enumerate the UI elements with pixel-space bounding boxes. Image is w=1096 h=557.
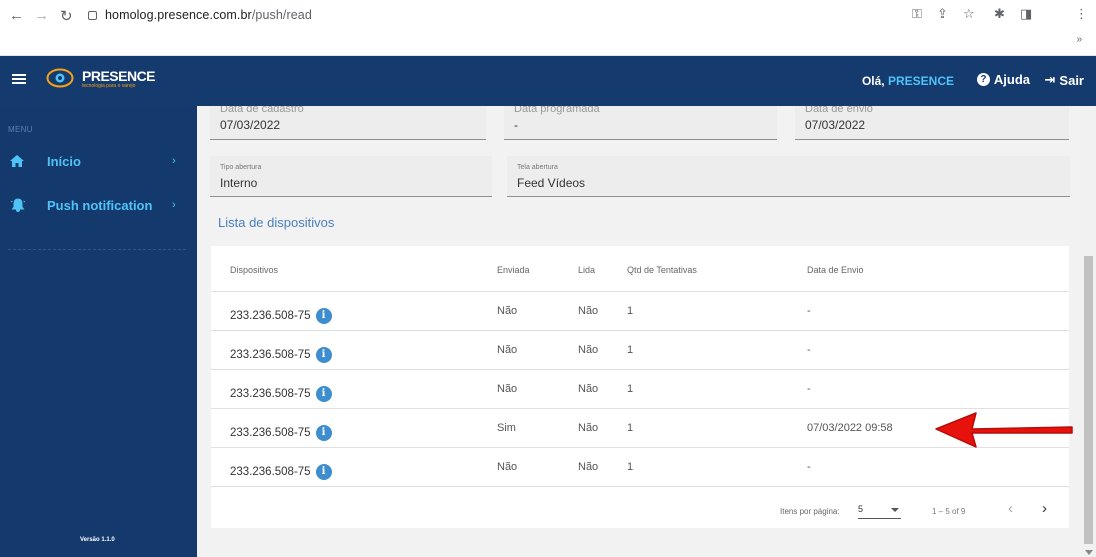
sent-status: Não [497,461,518,473]
device-id: 233.236.508-75 [230,427,311,439]
user-name: PRESENCE [887,74,954,88]
address-bar[interactable]: homolog.presence.com.br/push/read [84,4,984,26]
info-icon[interactable]: i [315,386,332,402]
column-header-lida: Lida [578,265,596,275]
attempts-count: 1 [627,422,634,434]
paginator: Itens por página: 5 1 – 5 of 9 ‹ › [211,490,1069,520]
read-status: Não [578,305,599,317]
send-date: 07/03/2022 09:58 [807,422,893,434]
table-row: 233.236.508-75 i Não Não 1 - [211,448,1069,487]
help-icon: ? [976,73,990,86]
info-icon[interactable]: i [315,425,332,441]
column-header-enviada: Enviada [497,265,530,275]
devices-table: Dispositivos Enviada Lida Qtd de Tentati… [211,246,1069,528]
send-date: - [807,305,811,317]
scrollbar-thumb[interactable] [1084,256,1093,544]
field-data-programada[interactable]: Data programada - [504,106,777,140]
sent-status: Não [497,305,518,317]
send-date: - [807,461,811,473]
main-content: Data de cadastro 07/03/2022 Data program… [197,106,1081,557]
sidebar-divider [8,249,186,250]
browser-toolbar: ← → ↻ homolog.presence.com.br/push/read … [0,0,1096,56]
lock-icon [88,10,97,20]
device-id: 233.236.508-75 [230,466,311,478]
help-button[interactable]: ? Ajuda [976,72,1030,87]
field-tela-abertura[interactable]: Tela abertura Feed Vídeos [507,156,1070,197]
items-per-page-select[interactable]: 5 [858,500,901,519]
read-status: Não [578,422,599,434]
browser-menu-icon[interactable]: ⋮ [1075,6,1088,21]
items-per-page-label: Itens por página: [780,507,840,516]
chevron-right-icon: › [172,199,176,211]
extensions-icon[interactable]: ✱ [994,6,1005,21]
field-tipo-abertura[interactable]: Tipo abertura Interno [210,156,492,197]
logo-text: PRESENCE [82,68,156,84]
version-label: Versão 1.1.0 [80,537,115,543]
info-icon[interactable]: i [315,464,332,480]
column-header-dispositivos: Dispositivos [230,265,279,275]
sidebar: MENU Início › Push notification › Versão… [0,106,197,557]
page-range: 1 – 5 of 9 [932,507,966,516]
hamburger-menu-icon[interactable] [12,74,26,84]
side-panel-icon[interactable]: ◨ [1020,6,1033,21]
scroll-down-icon[interactable] [1085,550,1093,555]
share-icon[interactable]: ⇪ [937,6,948,21]
sidebar-item-label: Início [47,153,81,169]
send-date: - [807,383,811,395]
sidebar-item-inicio[interactable]: Início › [0,146,197,176]
menu-label: MENU [8,125,33,134]
sent-status: Sim [497,422,516,434]
logo-subtitle: tecnologia para o varejo [82,83,136,89]
column-header-data-envio: Data de Envio [807,265,864,275]
table-row: 233.236.508-75 i Não Não 1 - [211,292,1069,331]
annotation-arrow-icon [935,412,1073,448]
field-data-envio[interactable]: Data de envio 07/03/2022 [795,106,1069,140]
attempts-count: 1 [627,383,634,395]
logout-button[interactable]: ⇥ Sair [1044,72,1084,88]
chevron-right-icon: › [172,155,176,167]
info-icon[interactable]: i [315,308,332,324]
sidebar-item-label: Push notification [47,197,153,213]
info-icon[interactable]: i [315,347,332,363]
read-status: Não [578,344,599,356]
field-data-cadastro[interactable]: Data de cadastro 07/03/2022 [210,106,486,140]
page-scrollbar[interactable] [1081,106,1096,557]
sent-status: Não [497,344,518,356]
table-header: Dispositivos Enviada Lida Qtd de Tentati… [211,246,1069,292]
attempts-count: 1 [627,344,634,356]
attempts-count: 1 [627,461,634,473]
next-page-button[interactable]: › [1042,500,1047,517]
presence-logo-icon [46,68,74,88]
table-row: 233.236.508-75 i Não Não 1 - [211,370,1069,409]
device-id: 233.236.508-75 [230,310,311,322]
read-status: Não [578,383,599,395]
star-icon[interactable]: ☆ [963,6,975,21]
sent-status: Não [497,383,518,395]
sidebar-item-push-notification[interactable]: Push notification › [0,190,197,220]
device-id: 233.236.508-75 [230,349,311,361]
read-status: Não [578,461,599,473]
app-header [0,56,1096,106]
send-date: - [807,344,811,356]
url-text: homolog.presence.com.br/push/read [105,8,312,22]
key-icon[interactable]: ⚿ [912,6,922,21]
table-row: 233.236.508-75 i Sim Não 1 07/03/2022 09:… [211,409,1069,448]
back-icon[interactable]: ← [9,7,24,24]
table-row: 233.236.508-75 i Não Não 1 - [211,331,1069,370]
dropdown-caret-icon [891,508,899,512]
column-header-tentativas: Qtd de Tentativas [627,265,697,275]
greeting: Olá, PRESENCE [861,74,954,88]
reload-icon[interactable]: ↻ [60,8,73,25]
bookmarks-overflow-icon[interactable]: » [1076,34,1082,45]
previous-page-button[interactable]: ‹ [1008,500,1013,517]
attempts-count: 1 [627,305,634,317]
bell-icon [10,198,26,212]
devices-section-title: Lista de dispositivos [218,215,335,230]
device-id: 233.236.508-75 [230,388,311,400]
forward-icon[interactable]: → [34,7,49,24]
home-icon [10,155,24,167]
logout-icon: ⇥ [1044,72,1056,87]
